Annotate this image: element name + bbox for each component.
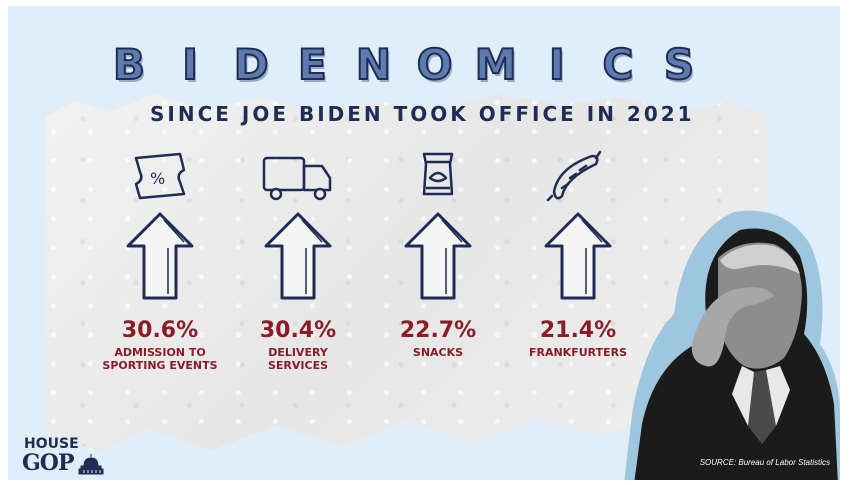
up-arrow-icon <box>264 212 332 300</box>
house-gop-logo: HOUSE GOP <box>18 436 118 480</box>
title-letter: M <box>474 39 518 90</box>
logo-gop-text: GOP <box>22 450 74 476</box>
title-letter: C <box>601 39 634 90</box>
title-letter: S <box>663 39 695 90</box>
title-letter: N <box>355 39 392 90</box>
up-arrow-icon <box>404 212 472 300</box>
page-title: B I D E N O M I C S <box>8 39 708 90</box>
logo-house-text: HOUSE <box>24 436 79 452</box>
truck-icon <box>262 156 332 300</box>
man-photo <box>624 210 840 480</box>
subtitle: SINCE JOE BIDEN TOOK OFFICE IN 2021 <box>150 102 695 126</box>
up-arrow-icon <box>544 212 612 300</box>
svg-text:%: % <box>150 169 165 188</box>
title-letter: D <box>233 39 270 90</box>
source-note: SOURCE: Bureau of Labor Statistics <box>699 458 830 467</box>
stat-label: SNACKS <box>412 346 464 359</box>
title-letter: O <box>416 39 454 90</box>
torn-paper-background <box>46 94 766 454</box>
title-letter: B <box>112 39 146 90</box>
stat-percent: 30.6% <box>121 318 199 343</box>
graphic-canvas: B I D E N O M I C S SINCE JOE BIDEN TOOK… <box>8 6 840 480</box>
stat-label: DELIVERY SERVICES <box>267 346 329 372</box>
chip-bag-icon <box>404 152 472 300</box>
ticket-icon: % <box>126 152 194 300</box>
title-letter: I <box>181 39 199 90</box>
capitol-dome-icon <box>78 454 104 475</box>
stat-percent: 30.4% <box>259 318 337 343</box>
title-letter: I <box>548 39 566 90</box>
stat-percent: 22.7% <box>399 318 477 343</box>
up-arrow-icon <box>126 212 194 300</box>
sausage-icon <box>544 150 612 300</box>
stat-label: ADMISSION TO SPORTING EVENTS <box>102 346 218 372</box>
stat-percent: 21.4% <box>539 318 617 343</box>
stat-label: FRANKFURTERS <box>528 346 628 359</box>
title-letter: E <box>297 39 328 90</box>
